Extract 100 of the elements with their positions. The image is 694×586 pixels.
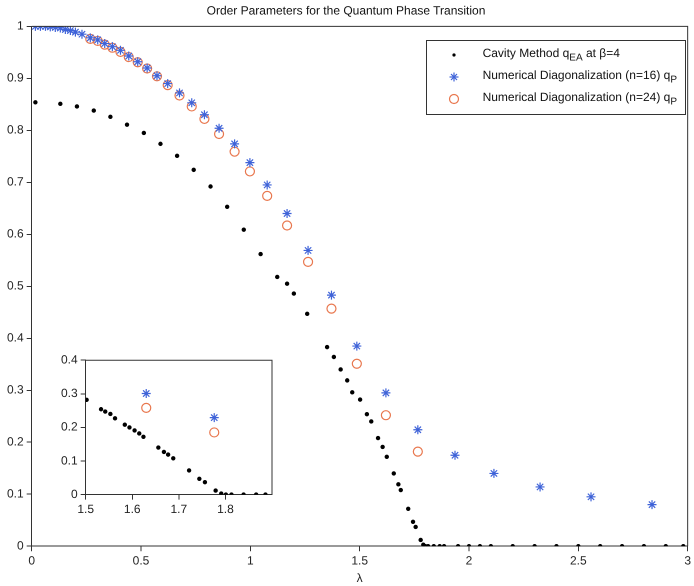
- point: [338, 367, 343, 372]
- x-tick-label: 3: [684, 554, 692, 568]
- point: [33, 100, 38, 104]
- point: [412, 446, 423, 457]
- point: [324, 344, 330, 350]
- chart-title: Order Parameters for the Quantum Phase Transition: [206, 4, 486, 18]
- y-tick-label: 0.1: [60, 453, 78, 468]
- point: [192, 168, 196, 172]
- point: [76, 29, 88, 40]
- point: [86, 398, 89, 402]
- x-tick-label: 1.6: [124, 502, 141, 516]
- point: [65, 26, 76, 36]
- point: [586, 492, 596, 502]
- point: [410, 520, 416, 524]
- point: [302, 245, 314, 256]
- point: [74, 104, 80, 109]
- point: [398, 488, 403, 492]
- point: [488, 468, 500, 479]
- point: [141, 402, 152, 414]
- point: [98, 407, 104, 412]
- point: [132, 428, 137, 433]
- point: [450, 450, 460, 460]
- point: [258, 252, 263, 256]
- point: [186, 468, 192, 473]
- point: [230, 146, 240, 157]
- y-tick-label: 0.2: [6, 434, 24, 449]
- point: [213, 488, 218, 493]
- point: [142, 130, 146, 136]
- point: [137, 431, 142, 436]
- legend-label: Numerical Diagonalization (n=24) q$_{P}$: [482, 90, 677, 108]
- point: [304, 312, 310, 316]
- point: [380, 444, 385, 450]
- point: [418, 538, 423, 542]
- legend-label: Cavity Method q$_{EA}$ at β=4: [482, 46, 620, 64]
- point: [174, 88, 185, 98]
- point: [242, 227, 246, 232]
- point: [406, 506, 410, 511]
- y-tick-label: 0: [70, 486, 78, 501]
- point: [208, 184, 213, 189]
- x-tick-label: 0: [28, 554, 36, 568]
- point: [199, 110, 210, 120]
- point: [202, 480, 208, 484]
- point: [156, 445, 161, 450]
- point: [534, 482, 546, 492]
- y-tick-label: 0.9: [6, 70, 24, 85]
- point: [166, 452, 170, 457]
- point: [122, 422, 128, 427]
- point: [358, 397, 362, 402]
- x-tick-label: 1.8: [217, 502, 234, 516]
- point: [174, 154, 180, 158]
- point: [209, 427, 220, 438]
- x-tick-label: 2.5: [570, 554, 587, 568]
- point: [376, 436, 380, 440]
- y-tick-label: 0.7: [6, 174, 24, 189]
- y-tick-label: 0: [16, 538, 24, 553]
- point: [224, 204, 230, 209]
- point: [364, 412, 370, 416]
- y-tick-label: 0.1: [6, 486, 24, 501]
- x-tick-label: 1: [247, 554, 254, 568]
- point: [214, 123, 224, 134]
- y-tick-label: 0.6: [6, 226, 24, 241]
- point: [646, 500, 658, 510]
- point: [262, 190, 272, 201]
- point: [199, 114, 210, 124]
- point: [345, 378, 350, 383]
- point: [284, 282, 290, 286]
- point: [384, 454, 389, 459]
- point: [197, 476, 202, 482]
- point: [392, 471, 396, 476]
- y-tick-label: 0.8: [6, 122, 24, 137]
- y-tick-label: 0.3: [6, 382, 24, 397]
- point: [292, 291, 296, 296]
- point: [92, 108, 96, 113]
- point: [186, 98, 197, 108]
- point: [60, 26, 70, 35]
- point: [171, 456, 176, 461]
- y-tick-label: 0.3: [60, 386, 78, 400]
- x-tick-label: 1.5: [77, 502, 94, 516]
- point: [262, 180, 272, 190]
- point: [412, 424, 423, 435]
- y-tick-label: 1: [16, 18, 24, 33]
- point: [141, 388, 152, 399]
- point: [112, 416, 118, 421]
- point: [186, 101, 197, 112]
- point: [352, 358, 362, 369]
- point: [58, 102, 63, 106]
- y-tick-label: 0.5: [6, 278, 24, 293]
- point: [326, 304, 337, 314]
- point: [350, 390, 354, 395]
- point: [209, 412, 220, 423]
- x-tick-label: 0.5: [132, 554, 150, 568]
- x-tick-label: 1.7: [170, 502, 188, 516]
- point: [103, 409, 108, 414]
- point: [108, 412, 113, 416]
- point: [332, 354, 336, 360]
- point: [230, 138, 240, 149]
- y-tick-label: 0.4: [60, 352, 78, 367]
- point: [70, 27, 81, 38]
- point: [219, 491, 224, 495]
- point: [380, 388, 392, 398]
